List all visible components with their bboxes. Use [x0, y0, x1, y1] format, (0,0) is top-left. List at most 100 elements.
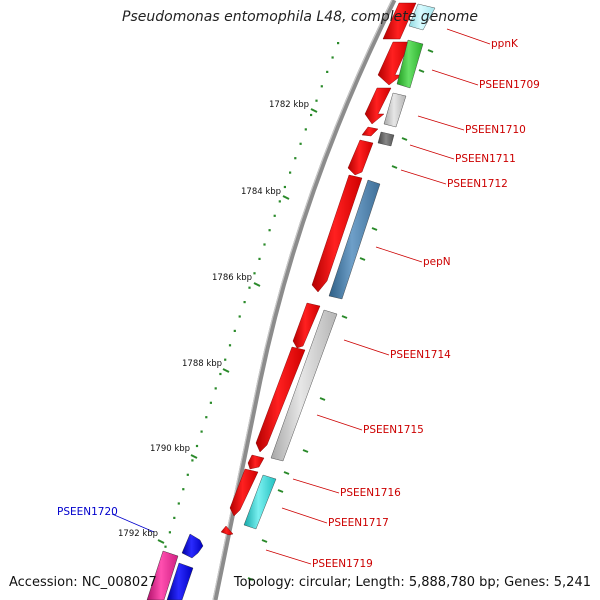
- inner-tick-mark: [302, 449, 309, 453]
- leader-line-pseen1710: [417, 115, 465, 131]
- position-dot: [310, 113, 313, 117]
- position-dot: [228, 344, 232, 347]
- leader-line-pseen1717: [281, 507, 328, 524]
- position-dot: [283, 185, 286, 189]
- position-dot: [331, 56, 334, 59]
- position-dot: [337, 42, 340, 45]
- leader-line-ppnK: [446, 28, 491, 45]
- gene-arrow-red: [292, 302, 321, 349]
- position-dot: [205, 416, 208, 419]
- position-dot: [233, 329, 236, 332]
- leader-line-pepN: [375, 246, 423, 263]
- position-dot: [248, 286, 251, 289]
- inner-tick-mark: [341, 315, 348, 319]
- tick-label-1782: 1782 kbp: [269, 100, 310, 110]
- inner-tick-mark: [247, 577, 254, 581]
- gene-label-pseen1717[interactable]: PSEEN1717: [328, 517, 389, 529]
- position-dot: [278, 200, 281, 203]
- gene-label-ppnK[interactable]: ppnK: [491, 38, 518, 50]
- leader-line-pseen1715: [316, 414, 363, 431]
- gene-label-pepN[interactable]: pepN: [423, 256, 451, 268]
- gene-block-grey: [270, 309, 338, 462]
- accession-text: Accession: NC_008027: [9, 575, 157, 590]
- inner-tick-mark: [371, 227, 378, 231]
- gene-block-blue: [328, 179, 381, 300]
- position-dot: [315, 99, 318, 102]
- inner-tick-mark: [391, 165, 398, 169]
- gene-block-blue: [166, 562, 194, 600]
- position-dot: [209, 401, 212, 404]
- position-dot: [294, 157, 297, 160]
- gene-block-pink: [146, 550, 179, 600]
- inner-tick-mark: [319, 397, 326, 401]
- gene-label-pseen1719[interactable]: PSEEN1719: [312, 558, 373, 570]
- inner-tick-mark: [261, 539, 268, 543]
- leader-line-pseen1719: [265, 549, 312, 565]
- gene-arrow-red: [220, 525, 234, 536]
- label-lines: [111, 28, 491, 565]
- gene-arrow-red: [347, 139, 374, 176]
- gene-block-lightcyan: [408, 3, 436, 31]
- inner-tick-mark: [277, 489, 284, 493]
- position-dot: [182, 488, 185, 491]
- gene-arrow-red: [229, 468, 259, 517]
- position-dot: [168, 531, 171, 534]
- gene-label-pseen1710[interactable]: PSEEN1710: [465, 124, 526, 136]
- reverse-genes: [243, 3, 436, 530]
- position-dot: [224, 358, 227, 361]
- tick-label-1786: 1786 kbp: [212, 273, 253, 283]
- gene-label-pseen1714[interactable]: PSEEN1714: [390, 349, 451, 361]
- inner-tick-mark: [401, 137, 408, 141]
- gene-label-pseen1716[interactable]: PSEEN1716: [340, 487, 401, 499]
- leader-line-pseen1716: [292, 478, 340, 494]
- tick-label-1784: 1784 kbp: [241, 187, 282, 197]
- kbp-tick-mark: [157, 539, 165, 544]
- gene-arrow-red: [255, 346, 306, 453]
- genome-summary-text: Topology: circular; Length: 5,888,780 bp…: [233, 575, 591, 590]
- position-dot: [299, 142, 302, 145]
- tick-label-1790: 1790 kbp: [150, 444, 191, 454]
- position-dot: [320, 85, 323, 88]
- bottom-genes: [146, 533, 204, 600]
- kbp-tick-mark: [190, 454, 198, 459]
- position-dot: [253, 272, 256, 275]
- position-dot: [238, 315, 241, 318]
- leader-line-pseen1711: [409, 144, 455, 160]
- gene-arrow-blue: [181, 533, 204, 559]
- position-dot: [173, 516, 176, 519]
- leader-line-pseen1720: [111, 513, 155, 533]
- gene-arrow-red: [361, 126, 379, 137]
- kbp-tick-mark: [222, 368, 230, 373]
- gene-arrow-red: [364, 87, 392, 125]
- leader-line-pseen1709: [431, 69, 479, 86]
- position-dot: [186, 473, 189, 476]
- position-dot: [263, 243, 266, 246]
- position-dots: [160, 42, 340, 563]
- gene-label-pseen1712[interactable]: PSEEN1712: [447, 178, 508, 190]
- tick-label-1788: 1788 kbp: [182, 359, 223, 369]
- position-dot: [268, 229, 271, 232]
- tick-label-1792: 1792 kbp: [118, 529, 159, 539]
- position-dot: [214, 387, 217, 390]
- gene-arrow-red: [247, 454, 265, 470]
- inner-tick-mark: [283, 471, 290, 475]
- gene-label-pseen1715[interactable]: PSEEN1715: [363, 424, 424, 436]
- position-dot: [289, 171, 292, 174]
- genome-title: Pseudomonas entomophila L48, complete ge…: [122, 9, 478, 25]
- position-dot: [326, 70, 329, 73]
- inner-tick-mark: [359, 257, 366, 261]
- leader-line-pseen1712: [400, 169, 447, 185]
- position-ticks: [157, 49, 434, 581]
- gene-label-pseen1711[interactable]: PSEEN1711: [455, 153, 516, 165]
- gene-label-pseen1720[interactable]: PSEEN1720: [57, 506, 118, 518]
- inner-tick-mark: [427, 49, 434, 53]
- gene-label-pseen1709[interactable]: PSEEN1709: [479, 79, 540, 91]
- position-dot: [304, 128, 307, 131]
- genome-backbone: [212, 0, 397, 600]
- leader-line-pseen1714: [343, 339, 390, 356]
- gene-arrow-red: [382, 2, 417, 40]
- position-dot: [243, 301, 246, 304]
- gene-block-grey: [383, 92, 407, 128]
- forward-genes: [220, 2, 417, 536]
